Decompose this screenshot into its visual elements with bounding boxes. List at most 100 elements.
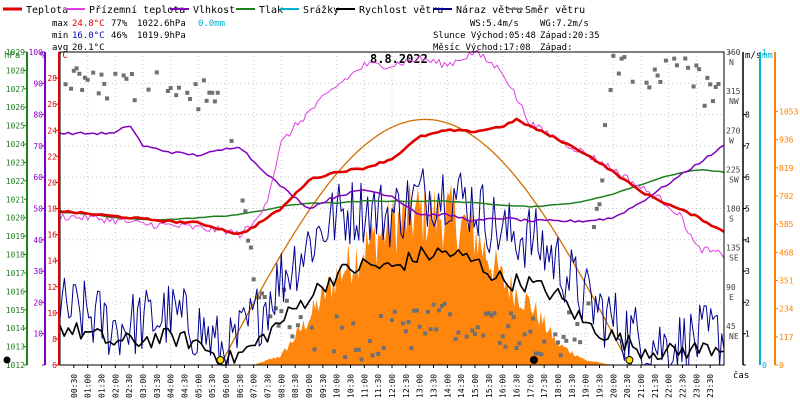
wind-direction-point: [508, 311, 513, 316]
tick-label-wind-dir-cardinal: N: [729, 58, 734, 67]
tick-label-wind-speed: 6: [745, 173, 750, 182]
tick-label-solar: 117: [779, 333, 794, 342]
wind-direction-point: [331, 349, 336, 354]
wind-direction-point: [694, 63, 699, 68]
wind-direction-point: [201, 78, 206, 83]
tick-label-temperature: 14: [47, 257, 57, 266]
tick-label-wind-dir-cardinal: NE: [729, 332, 739, 341]
unit-humidity: %: [40, 51, 46, 61]
wind-direction-point: [154, 70, 159, 75]
wind-direction-point: [511, 315, 516, 320]
legend-label-vlhkost: Vlhkost: [193, 5, 235, 16]
wind-direction-point: [284, 298, 289, 303]
stats-max-press: 1022.6hPa: [137, 19, 186, 29]
tick-label-solar: 0: [779, 361, 784, 370]
wind-direction-point: [63, 82, 68, 87]
wind-direction-point: [536, 351, 541, 356]
wind-direction-point: [229, 138, 234, 143]
wind-direction-point: [528, 329, 533, 334]
tick-label-time: 00:30: [70, 374, 79, 398]
wind-direction-point: [691, 84, 696, 89]
wind-direction-point: [414, 308, 419, 313]
wind-direction-point: [619, 56, 624, 61]
tick-label-time: 15:30: [485, 374, 494, 398]
wind-direction-point: [121, 73, 126, 78]
tick-label-time: 13:00: [416, 374, 425, 398]
tick-label-pressure: 1027: [6, 85, 25, 94]
wind-direction-point: [470, 328, 475, 333]
wind-direction-point: [434, 327, 439, 332]
legend-label-srazky: Srážky: [303, 4, 339, 16]
wind-direction-point: [279, 309, 284, 314]
moonrise-marker: [529, 356, 538, 364]
info-ws: WS:5.4m/s: [470, 19, 519, 29]
tick-label-pressure: 1022: [6, 177, 25, 186]
tick-label-solar: 936: [779, 136, 794, 145]
wind-direction-point: [176, 85, 181, 90]
tick-label-time: 14:30: [457, 374, 466, 398]
tick-label-wind-dir: 135: [726, 244, 741, 253]
tick-label-humidity: 60: [33, 173, 43, 182]
wind-direction-point: [196, 107, 201, 112]
legend-label-naraz: Náraz větru: [456, 4, 522, 16]
stats-min-label: min: [52, 31, 68, 41]
wind-direction-point: [207, 90, 212, 95]
tick-label-time: 08:30: [291, 374, 300, 398]
tick-label-time: 23:00: [692, 374, 701, 398]
legend: Teplota Přízemní teplota Vlhkost Tlak Sr…: [3, 4, 585, 16]
wind-direction-point: [212, 99, 217, 104]
wind-direction-point: [533, 351, 538, 356]
tick-label-solar: 585: [779, 220, 794, 229]
info-moon: Měsíc Východ:17:08: [433, 43, 531, 53]
tick-label-time: 11:00: [360, 374, 369, 398]
wind-direction-point: [113, 71, 118, 76]
unit-rain: mm: [762, 51, 773, 61]
tick-label-humidity: 10: [33, 330, 43, 339]
tick-label-time: 04:30: [181, 374, 190, 398]
legend-label-prizemni: Přízemní teplota: [89, 4, 185, 16]
tick-label-wind-speed: 4: [745, 236, 750, 245]
wind-direction-point: [475, 325, 480, 330]
tick-label-time: 10:30: [347, 374, 356, 398]
tick-label-wind-speed: 1: [745, 330, 750, 339]
tick-label-time: 21:00: [637, 374, 646, 398]
wind-direction-point: [542, 339, 547, 344]
wind-direction-point: [69, 86, 74, 91]
tick-label-temperature: 16: [47, 231, 57, 240]
tick-label-time: 19:00: [582, 374, 591, 398]
wind-direction-point: [273, 306, 278, 311]
tick-label-time: 21:30: [651, 374, 660, 398]
wind-direction-point: [376, 351, 381, 356]
wind-direction-point: [683, 56, 688, 61]
tick-label-temperature: 8: [52, 335, 57, 344]
wind-direction-point: [564, 338, 569, 343]
series-vlhkost: [59, 125, 725, 223]
tick-label-wind-speed: 3: [745, 267, 750, 276]
wind-direction-point: [575, 321, 580, 326]
tick-label-time: 22:00: [665, 374, 674, 398]
wind-direction-point: [96, 91, 101, 96]
info-moon-set: Západ:: [540, 43, 573, 53]
markers: [3, 356, 634, 364]
wind-direction-point: [354, 347, 359, 352]
tick-label-humidity: 50: [33, 205, 43, 214]
wind-direction-point: [708, 82, 713, 87]
tick-label-wind-dir-cardinal: E: [729, 293, 734, 302]
tick-label-wind-dir-cardinal: NW: [729, 97, 739, 106]
wind-direction-point: [503, 344, 508, 349]
tick-label-rain: 0: [762, 361, 767, 370]
wind-direction-point: [484, 311, 489, 316]
tick-label-wind-dir-cardinal: S: [729, 215, 734, 224]
tick-label-wind-speed: 5: [745, 205, 750, 214]
tick-label-pressure: 1014: [6, 324, 25, 333]
wind-direction-point: [417, 324, 422, 329]
tick-label-solar: 1053: [779, 107, 798, 116]
wind-direction-point: [276, 323, 281, 328]
tick-label-temperature: 18: [47, 205, 57, 214]
wind-direction-point: [188, 97, 193, 102]
tick-label-solar: 819: [779, 164, 794, 173]
tick-label-temperature: 10: [47, 309, 57, 318]
tick-label-time: 17:30: [540, 374, 549, 398]
wind-direction-point: [80, 87, 85, 92]
tick-label-wind-dir: 180: [726, 205, 741, 214]
